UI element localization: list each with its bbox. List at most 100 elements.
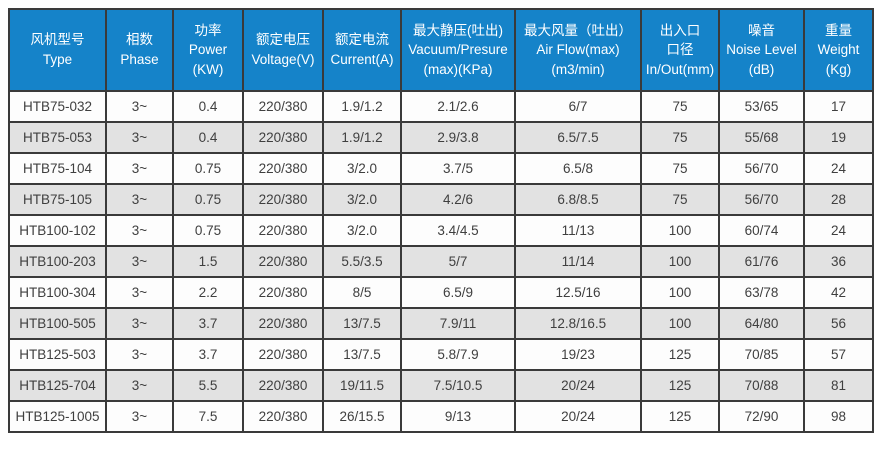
column-header-line: (dB): [748, 61, 775, 77]
column-header-line: 额定电压: [256, 32, 310, 48]
cell-phase: 3~: [105, 307, 174, 340]
cell-airflow: 6.5/7.5: [514, 121, 642, 154]
cell-voltage: 220/380: [242, 245, 324, 278]
column-header-line: 最大静压(吐出): [413, 22, 503, 38]
cell-phase: 3~: [105, 400, 174, 433]
cell-inout: 100: [640, 245, 720, 278]
column-header-line: 风机型号: [30, 32, 85, 48]
cell-inout: 125: [640, 369, 720, 402]
cell-phase: 3~: [105, 369, 174, 402]
cell-weight: 98: [803, 400, 874, 433]
cell-airflow: 11/14: [514, 245, 642, 278]
cell-weight: 17: [803, 90, 874, 123]
cell-vacuum: 7.5/10.5: [400, 369, 516, 402]
cell-type: HTB100-304: [8, 276, 107, 309]
cell-type: HTB125-1005: [8, 400, 107, 433]
cell-type: HTB100-102: [8, 214, 107, 247]
column-header-line: 最大风量（吐出）: [524, 22, 632, 38]
table-row: HTB100-203 3~ 1.5 220/380 5.5/3.5 5/7 11/14 100…: [8, 245, 874, 278]
cell-current: 3/2.0: [322, 214, 402, 247]
column-header-line: Air Flow(max): [536, 42, 620, 58]
column-header-line: 额定电流: [335, 32, 389, 48]
cell-noise: 64/80: [718, 307, 805, 340]
column-header-line: Phase: [120, 52, 159, 67]
cell-voltage: 220/380: [242, 276, 324, 309]
cell-airflow: 6.8/8.5: [514, 183, 642, 216]
table-row: HTB100-505 3~ 3.7 220/380 13/7.5 7.9/11 12.8/1…: [8, 307, 874, 340]
column-header-phase: 相数 Phase: [105, 8, 174, 92]
cell-type: HTB75-105: [8, 183, 107, 216]
cell-noise: 53/65: [718, 90, 805, 123]
cell-power: 3.7: [172, 307, 244, 340]
cell-voltage: 220/380: [242, 214, 324, 247]
cell-phase: 3~: [105, 183, 174, 216]
cell-phase: 3~: [105, 121, 174, 154]
cell-vacuum: 2.9/3.8: [400, 121, 516, 154]
cell-current: 1.9/1.2: [322, 121, 402, 154]
cell-inout: 100: [640, 276, 720, 309]
cell-phase: 3~: [105, 245, 174, 278]
cell-vacuum: 3.7/5: [400, 152, 516, 185]
cell-inout: 100: [640, 214, 720, 247]
cell-current: 3/2.0: [322, 152, 402, 185]
cell-inout: 125: [640, 338, 720, 371]
cell-type: HTB125-503: [8, 338, 107, 371]
cell-airflow: 19/23: [514, 338, 642, 371]
column-header-noise: 噪音 Noise Level (dB): [718, 8, 805, 92]
cell-noise: 61/76: [718, 245, 805, 278]
table-header: 风机型号 Type 相数 Phase 功率 Power (KW) 额定电压 Voltage(V)…: [8, 8, 874, 92]
column-header-inout: 出入口 口径 In/Out(mm): [640, 8, 720, 92]
cell-power: 0.75: [172, 214, 244, 247]
column-header-line: Type: [42, 52, 73, 67]
column-header-type: 风机型号 Type: [8, 8, 107, 92]
cell-noise: 63/78: [718, 276, 805, 309]
column-header-weight: 重量 Weight (Kg): [803, 8, 874, 92]
cell-vacuum: 2.1/2.6: [400, 90, 516, 123]
column-header-line: Vacuum/Presure: [408, 42, 508, 58]
cell-current: 8/5: [322, 276, 402, 309]
cell-weight: 28: [803, 183, 874, 216]
cell-noise: 60/74: [718, 214, 805, 247]
cell-airflow: 11/13: [514, 214, 642, 247]
table-row: HTB100-304 3~ 2.2 220/380 8/5 6.5/9 12.5/16 100…: [8, 276, 874, 309]
cell-current: 1.9/1.2: [322, 90, 402, 123]
cell-power: 0.4: [172, 121, 244, 154]
cell-voltage: 220/380: [242, 338, 324, 371]
cell-phase: 3~: [105, 214, 174, 247]
cell-voltage: 220/380: [242, 183, 324, 216]
column-header-airflow: 最大风量（吐出） Air Flow(max) (m3/min): [514, 8, 642, 92]
cell-noise: 70/85: [718, 338, 805, 371]
cell-phase: 3~: [105, 338, 174, 371]
cell-type: HTB100-505: [8, 307, 107, 340]
cell-weight: 42: [803, 276, 874, 309]
column-header-line: 口径: [666, 42, 694, 58]
column-header-line: Current(A): [330, 52, 394, 67]
cell-inout: 75: [640, 152, 720, 185]
table-row: HTB125-704 3~ 5.5 220/380 19/11.5 7.5/10.5 20/…: [8, 369, 874, 402]
header-row: 风机型号 Type 相数 Phase 功率 Power (KW) 额定电压 Voltage(V)…: [8, 8, 874, 92]
column-header-current: 额定电流 Current(A): [322, 8, 402, 92]
cell-airflow: 6.5/8: [514, 152, 642, 185]
cell-voltage: 220/380: [242, 121, 324, 154]
cell-vacuum: 6.5/9: [400, 276, 516, 309]
cell-weight: 19: [803, 121, 874, 154]
column-header-line: 出入口: [659, 22, 701, 38]
cell-phase: 3~: [105, 90, 174, 123]
column-header-line: (m3/min): [551, 61, 605, 77]
fan-spec-table: 风机型号 Type 相数 Phase 功率 Power (KW) 额定电压 Voltage(V)…: [8, 8, 874, 433]
cell-airflow: 20/24: [514, 369, 642, 402]
column-header-line: Weight: [817, 42, 860, 58]
cell-vacuum: 5/7: [400, 245, 516, 278]
table-row: HTB75-053 3~ 0.4 220/380 1.9/1.2 2.9/3.8 6.5/7…: [8, 121, 874, 154]
cell-vacuum: 9/13: [400, 400, 516, 433]
table-body: HTB75-032 3~ 0.4 220/380 1.9/1.2 2.1/2.6 6/7 75…: [8, 90, 874, 433]
cell-type: HTB75-032: [8, 90, 107, 123]
cell-inout: 100: [640, 307, 720, 340]
cell-inout: 75: [640, 183, 720, 216]
column-header-line: 重量: [825, 22, 852, 38]
cell-vacuum: 4.2/6: [400, 183, 516, 216]
cell-phase: 3~: [105, 152, 174, 185]
column-header-line: (KW): [192, 61, 224, 77]
table-row: HTB75-032 3~ 0.4 220/380 1.9/1.2 2.1/2.6 6/7 75…: [8, 90, 874, 123]
